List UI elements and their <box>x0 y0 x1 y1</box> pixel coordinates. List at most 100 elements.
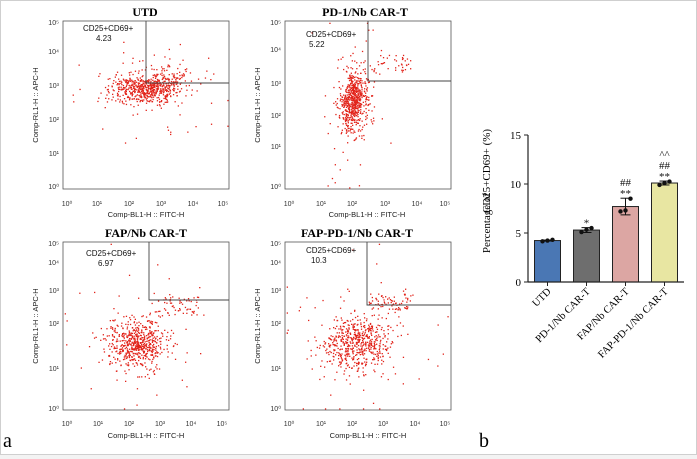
scatter-point <box>355 122 358 124</box>
scatter-point <box>141 89 143 91</box>
scatter-point <box>356 119 358 121</box>
scatter-point <box>355 112 357 114</box>
scatter-point <box>358 94 360 96</box>
scatter-point <box>357 97 359 99</box>
scatter-point <box>341 338 343 340</box>
scatter-point <box>373 86 375 88</box>
scatter-point <box>165 78 167 80</box>
scatter-point <box>115 362 117 364</box>
scatter-point <box>123 52 125 54</box>
scatter-point <box>114 347 116 349</box>
scatter-point <box>102 338 105 340</box>
scatter-point <box>333 349 335 351</box>
scatter-point <box>144 341 146 343</box>
y-tick: 10³ <box>271 288 282 295</box>
scatter-point <box>350 99 352 101</box>
scatter-point <box>117 358 119 360</box>
scatter-point <box>132 85 134 87</box>
scatter-point <box>409 300 411 302</box>
scatter-point <box>353 107 355 109</box>
scatter-point <box>366 90 368 92</box>
scatter-point <box>185 361 187 363</box>
flow-panel-utd: UTD CD25+CD69+ 4.23 10⁰ 10¹ 10² 10³ 10⁴ … <box>31 5 230 219</box>
scatter-point <box>128 96 130 99</box>
scatter-point <box>128 364 130 366</box>
flow-panel-fap-pd1-nb-car-t: FAP-PD-1/Nb CAR-T CD25+CD69+ 10.3 10⁰ 10… <box>253 226 452 440</box>
scatter-point <box>360 345 362 347</box>
scatter-point <box>345 328 348 330</box>
scatter-point <box>149 82 152 85</box>
scatter-point <box>169 338 172 340</box>
scatter-point <box>351 103 353 105</box>
scatter-point <box>146 95 148 97</box>
scatter-point <box>153 332 155 334</box>
scatter-point <box>342 341 344 343</box>
scatter-point <box>126 352 128 354</box>
scatter-point <box>350 67 352 69</box>
scatter-point <box>140 84 142 86</box>
scatter-point <box>351 338 353 340</box>
scatter-point <box>356 336 358 338</box>
gate-quadrant <box>367 21 451 82</box>
scatter-point <box>358 92 360 94</box>
scatter-point <box>326 348 328 350</box>
scatter-point <box>137 342 139 344</box>
scatter-point <box>374 331 377 333</box>
scatter-point <box>371 325 374 327</box>
scatter-point <box>147 350 149 353</box>
data-point <box>540 239 545 244</box>
scatter-point <box>352 351 354 353</box>
scatter-point <box>193 310 195 313</box>
scatter-point <box>162 94 165 96</box>
scatter-point <box>127 344 129 347</box>
scatter-point <box>359 164 362 166</box>
scatter-point <box>343 104 345 106</box>
scatter-point <box>170 95 172 97</box>
y-tick: 10² <box>49 321 60 328</box>
scatter-point <box>137 331 140 334</box>
scatter-point <box>139 88 141 90</box>
scatter-point <box>122 350 124 352</box>
scatter-point <box>342 99 344 101</box>
x-tick: 10⁵ <box>440 201 451 208</box>
scatter-point <box>362 408 365 410</box>
scatter-point <box>121 340 124 342</box>
scatter-point <box>131 95 133 97</box>
scatter-point <box>182 59 184 61</box>
scatter-point <box>119 351 121 353</box>
scatter-point <box>133 316 135 318</box>
scatter-point <box>346 104 348 107</box>
scatter-point <box>391 341 393 343</box>
scatter-point <box>332 343 334 346</box>
scatter-point <box>129 77 131 79</box>
scatter-point <box>148 344 150 347</box>
scatter-point <box>358 340 360 342</box>
scatter-point <box>204 77 207 79</box>
scatter-point <box>386 341 388 343</box>
scatter-point <box>384 348 387 351</box>
scatter-point <box>344 101 346 103</box>
scatter-point <box>347 324 349 326</box>
scatter-point <box>149 332 151 334</box>
scatter-point <box>126 88 128 90</box>
scatter-point <box>361 80 363 82</box>
plot-frame <box>284 241 452 411</box>
scatter-point <box>150 322 152 324</box>
scatter-point <box>125 80 127 82</box>
scatter-point <box>363 139 365 141</box>
scatter-point <box>376 350 378 353</box>
scatter-point <box>437 365 439 367</box>
scatter-point <box>132 90 134 92</box>
scatter-point <box>357 315 359 317</box>
scatter-point <box>210 79 212 81</box>
scatter-point <box>366 347 368 349</box>
scatter-point <box>132 98 134 100</box>
scatter-point <box>203 314 205 316</box>
scatter-point <box>196 296 199 298</box>
scatter-point <box>352 318 354 321</box>
scatter-point <box>111 362 113 364</box>
scatter-point <box>120 86 122 88</box>
scatter-point <box>365 118 367 121</box>
scatter-point <box>347 96 349 98</box>
scatter-point <box>343 370 346 372</box>
